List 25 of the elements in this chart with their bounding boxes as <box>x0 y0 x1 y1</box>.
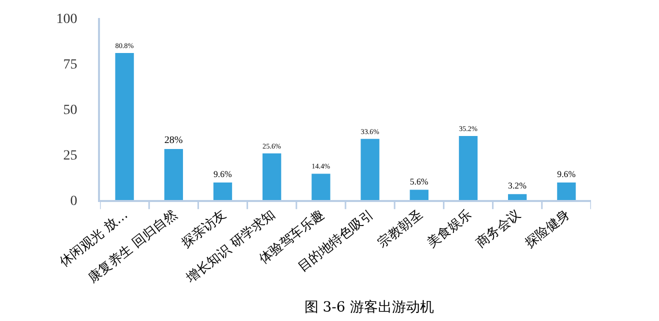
y-tick-label: 100 <box>56 12 78 27</box>
bar <box>213 182 232 200</box>
x-tick-label: 美食娱乐 <box>424 206 475 252</box>
y-tick-label: 50 <box>63 102 78 118</box>
bar <box>262 153 282 200</box>
bar <box>557 182 576 200</box>
bar <box>115 52 134 200</box>
data-label: 9.6% <box>213 169 232 179</box>
bar <box>312 174 330 200</box>
y-tick-label: 25 <box>63 148 78 164</box>
x-tick-label: 探险健身 <box>522 208 573 252</box>
data-label: 3.2% <box>508 180 528 191</box>
text: 图 3-6 游客出游动机 <box>304 299 434 316</box>
y-tick-label: 75 <box>63 57 78 72</box>
x-tick-label: 商务会议 <box>474 208 524 252</box>
bar <box>360 138 380 200</box>
data-label: 28% <box>164 135 184 146</box>
x-tick-label: 宗教朝圣 <box>374 206 426 252</box>
bar <box>508 194 527 200</box>
data-label: 5.6% <box>410 176 429 186</box>
bar <box>164 149 183 200</box>
bar <box>458 136 478 200</box>
y-tick-label: 0 <box>70 194 78 209</box>
bar <box>410 190 428 200</box>
data-label: 9.6% <box>557 169 576 179</box>
